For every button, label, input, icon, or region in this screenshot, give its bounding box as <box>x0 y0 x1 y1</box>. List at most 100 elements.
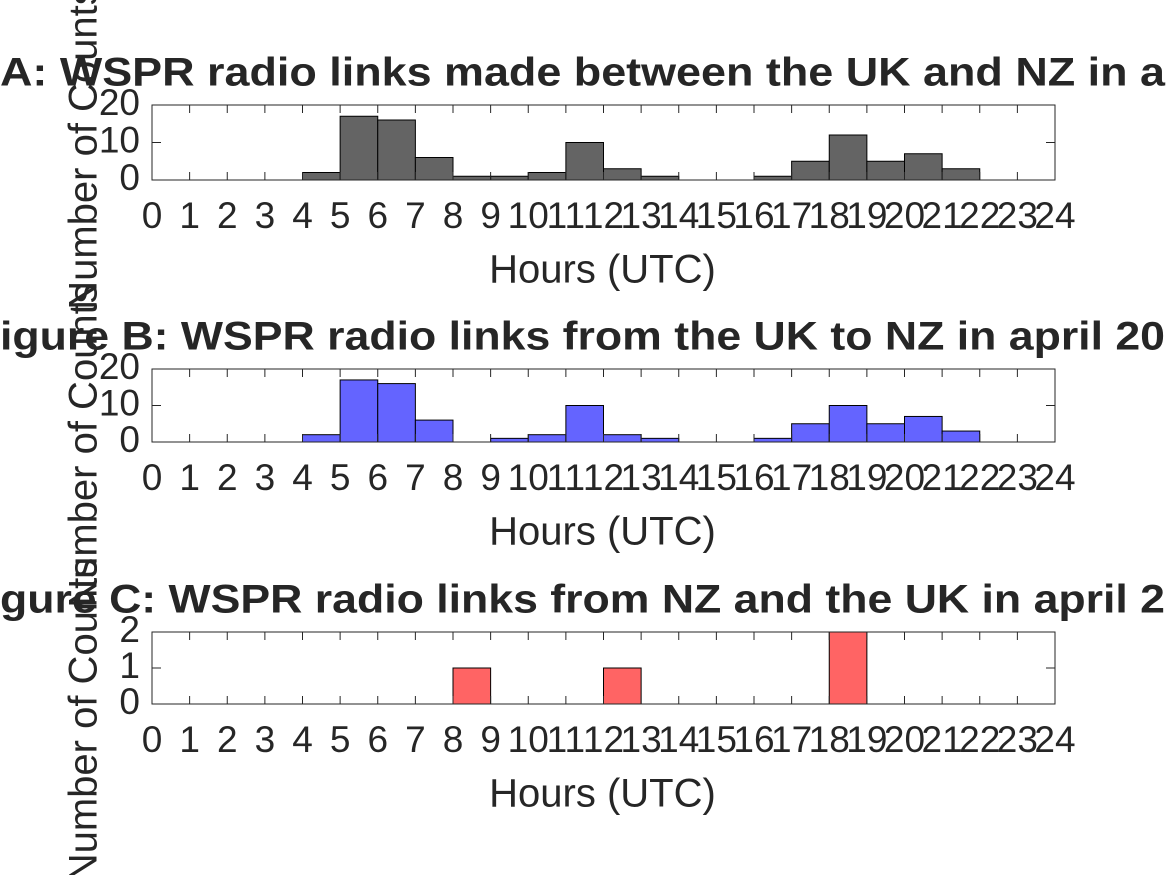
x-axis-label: Hours (UTC) <box>489 510 716 554</box>
x-tick-label: 24 <box>1034 457 1075 498</box>
histogram-bar <box>603 667 642 705</box>
histogram-bar <box>414 419 454 443</box>
y-tick-label: 0 <box>119 157 140 198</box>
x-tick-label: 2 <box>217 719 238 760</box>
histogram-bar <box>490 437 529 443</box>
x-tick-label: 14 <box>658 719 699 760</box>
histogram-bar <box>753 437 793 443</box>
x-tick-label: 19 <box>846 457 887 498</box>
x-tick-label: 16 <box>733 195 774 236</box>
x-tick-label: 23 <box>997 719 1038 760</box>
x-tick-label: 15 <box>696 195 737 236</box>
histogram-bar <box>565 142 604 181</box>
histogram-bar <box>640 175 680 181</box>
x-tick-label: 0 <box>142 719 163 760</box>
histogram-bar <box>302 172 341 181</box>
y-tick-label: 0 <box>119 419 140 460</box>
x-tick-label: 16 <box>733 719 774 760</box>
y-tick-label: 20 <box>99 346 140 387</box>
y-tick-label: 10 <box>99 382 140 423</box>
x-tick-label: 12 <box>583 457 624 498</box>
histogram-bar <box>302 434 341 443</box>
x-tick-label: 8 <box>443 195 464 236</box>
x-tick-label: 6 <box>367 719 388 760</box>
x-tick-label: 8 <box>443 457 464 498</box>
x-tick-label: 4 <box>292 457 313 498</box>
histogram-bar <box>904 415 943 443</box>
x-tick-label: 2 <box>217 195 238 236</box>
x-tick-label: 13 <box>621 457 662 498</box>
y-axis-label: Number of Counts <box>62 283 106 608</box>
histogram-bar <box>904 153 943 181</box>
x-tick-label: 9 <box>480 457 501 498</box>
x-tick-label: 22 <box>959 719 1000 760</box>
histogram-bar <box>339 115 379 181</box>
x-tick-label: 10 <box>508 719 549 760</box>
x-tick-label: 10 <box>508 457 549 498</box>
y-tick-label: 1 <box>119 645 140 686</box>
x-tick-label: 21 <box>922 195 963 236</box>
x-tick-label: 1 <box>179 719 200 760</box>
x-tick-label: 24 <box>1034 195 1075 236</box>
x-tick-label: 9 <box>480 195 501 236</box>
x-axis-label: Hours (UTC) <box>489 772 716 816</box>
x-tick-label: 5 <box>330 195 351 236</box>
x-tick-label: 3 <box>255 457 276 498</box>
x-tick-label: 13 <box>621 195 662 236</box>
x-tick-label: 19 <box>846 195 887 236</box>
x-tick-label: 0 <box>142 457 163 498</box>
x-tick-label: 21 <box>922 719 963 760</box>
x-tick-label: 18 <box>809 195 850 236</box>
histogram-bar <box>565 405 604 443</box>
x-tick-label: 24 <box>1034 719 1075 760</box>
x-tick-label: 9 <box>480 719 501 760</box>
x-axis-label: Hours (UTC) <box>489 248 716 292</box>
x-tick-label: 5 <box>330 457 351 498</box>
x-tick-label: 17 <box>771 457 812 498</box>
histogram-bar <box>753 175 793 181</box>
histogram-bar <box>527 434 567 443</box>
x-tick-label: 7 <box>405 195 426 236</box>
x-tick-label: 3 <box>255 195 276 236</box>
x-tick-label: 1 <box>179 457 200 498</box>
x-tick-label: 11 <box>547 195 585 236</box>
x-tick-label: 4 <box>292 195 313 236</box>
x-tick-label: 15 <box>696 719 737 760</box>
histogram-bar <box>452 175 492 181</box>
histogram-bar <box>866 423 905 443</box>
x-tick-label: 11 <box>547 457 585 498</box>
x-tick-label: 22 <box>959 195 1000 236</box>
chart-title: igure B: WSPR radio links from the UK to… <box>0 315 1165 359</box>
x-tick-label: 12 <box>583 719 624 760</box>
histogram-bar <box>603 434 642 443</box>
x-tick-label: 17 <box>771 195 812 236</box>
y-tick-label: 20 <box>99 82 140 123</box>
x-tick-label: 8 <box>443 719 464 760</box>
y-axis-label: Number of Counts <box>62 558 106 875</box>
x-tick-label: 10 <box>508 195 549 236</box>
histogram-bar <box>339 379 379 443</box>
x-tick-label: 18 <box>809 719 850 760</box>
histogram-bar <box>828 631 868 705</box>
histogram-bar <box>828 405 868 443</box>
histogram-bar <box>377 383 416 443</box>
histogram-bar <box>866 160 905 181</box>
x-tick-label: 5 <box>330 719 351 760</box>
histogram-bar <box>377 119 416 181</box>
x-tick-label: 15 <box>696 457 737 498</box>
x-tick-label: 23 <box>997 457 1038 498</box>
x-tick-label: 16 <box>733 457 774 498</box>
x-tick-label: 0 <box>142 195 163 236</box>
x-tick-label: 17 <box>771 719 812 760</box>
x-tick-label: 4 <box>292 719 313 760</box>
x-tick-label: 6 <box>367 195 388 236</box>
x-tick-label: 20 <box>884 195 925 236</box>
x-tick-label: 12 <box>583 195 624 236</box>
histogram-bar <box>414 157 454 181</box>
x-tick-label: 20 <box>884 457 925 498</box>
y-tick-label: 2 <box>119 609 140 650</box>
x-tick-label: 7 <box>405 457 426 498</box>
x-tick-label: 20 <box>884 719 925 760</box>
histogram-bar <box>828 134 868 181</box>
